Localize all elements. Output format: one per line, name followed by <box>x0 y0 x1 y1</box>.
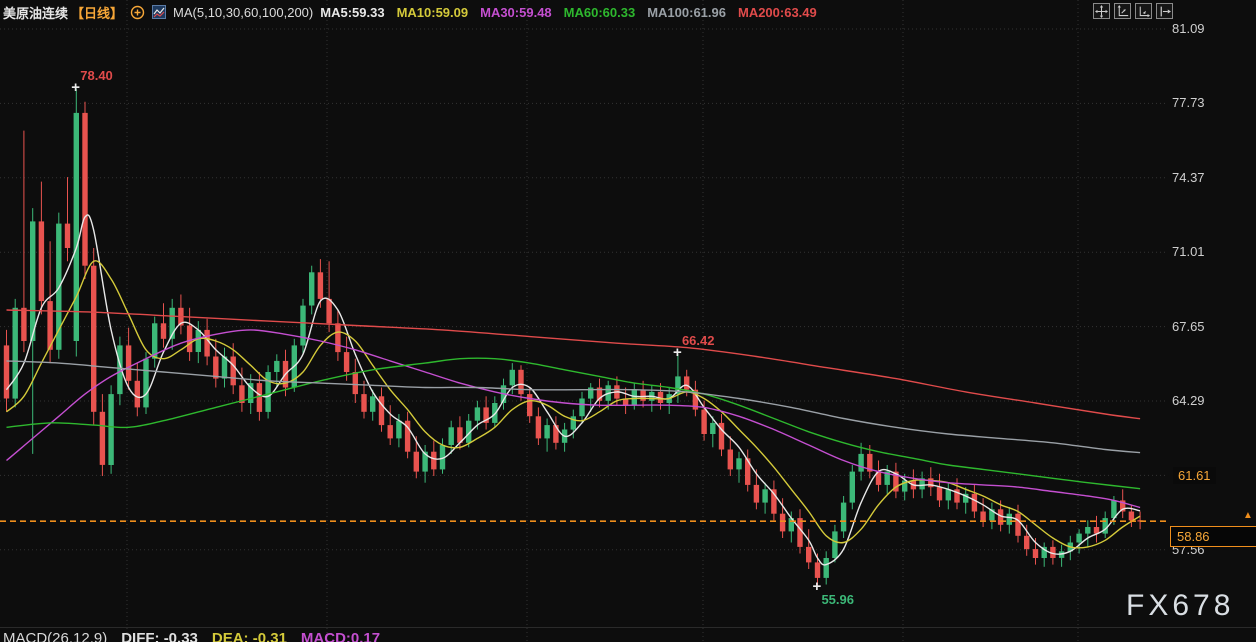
macd-value-label: MACD:0.17 <box>300 630 381 642</box>
go-to-latest-icon[interactable] <box>1156 3 1173 19</box>
macd-value-label: DEA: -0.31 <box>211 630 287 642</box>
pane-separator[interactable] <box>0 627 1256 628</box>
pan-icon[interactable] <box>1093 3 1110 19</box>
y-axis-label: 67.65 <box>1172 318 1205 334</box>
ma-value-label: MA60:60.33 <box>563 4 636 20</box>
chart-toolbar <box>1093 3 1173 19</box>
add-indicator-icon[interactable] <box>130 5 145 20</box>
watermark: FX678 <box>1126 589 1235 622</box>
macd-settings-label[interactable]: MACD(26,12,9) <box>3 630 108 642</box>
ma-value-label: MA100:61.96 <box>647 4 726 20</box>
macd-value-label: DIFF: -0.33 <box>121 630 198 642</box>
price-scale-icon[interactable] <box>1114 3 1131 19</box>
ma-value-label: MA200:63.49 <box>737 4 817 20</box>
period-label[interactable]: 【日线】 <box>71 5 124 21</box>
ma-settings-label[interactable]: MA(5,10,30,60,100,200) <box>173 4 314 20</box>
y-axis-label: 71.01 <box>1172 244 1205 260</box>
extreme-cross-marker: + <box>672 343 682 361</box>
mini-chart-icon[interactable] <box>152 5 167 19</box>
price-label-6161: 61.61 <box>1173 467 1216 484</box>
ma-values-group: MA5:59.33 MA10:59.09 MA30:59.48 MA60:60.33 M… <box>320 5 817 20</box>
price-arrow-icon: ▲ <box>1243 510 1253 521</box>
macd-status-bar: MACD(26,12,9) DIFF: -0.33 DEA: -0.31 MACD:… <box>3 630 380 642</box>
ma-value-label: MA10:59.09 <box>396 4 469 20</box>
last-price-label: 58.86 <box>1170 526 1256 547</box>
price-annotation: 78.40 <box>80 67 113 83</box>
chart-legend: 美原油连续 【日线】 MA(5,10,30,60,100,200) MA5:59.… <box>3 3 817 21</box>
ma-value-label: MA30:59.48 <box>480 4 552 20</box>
macd-values-group: DIFF: -0.33 DEA: -0.31 MACD:0.17 <box>121 630 380 642</box>
price-annotation: 66.42 <box>681 332 715 348</box>
y-axis-label: 77.73 <box>1172 95 1205 111</box>
symbol-title[interactable]: 美原油连续 <box>3 5 69 21</box>
extreme-cross-marker: + <box>71 78 81 96</box>
y-axis-label: 81.09 <box>1172 21 1205 36</box>
price-annotation: 55.96 <box>821 592 854 608</box>
extreme-cross-marker: + <box>812 578 822 596</box>
y-axis-label: 64.29 <box>1172 392 1205 408</box>
ma-value-label: MA5:59.33 <box>320 4 385 20</box>
time-scale-icon[interactable] <box>1135 3 1152 19</box>
y-axis-label: 74.37 <box>1172 169 1205 185</box>
